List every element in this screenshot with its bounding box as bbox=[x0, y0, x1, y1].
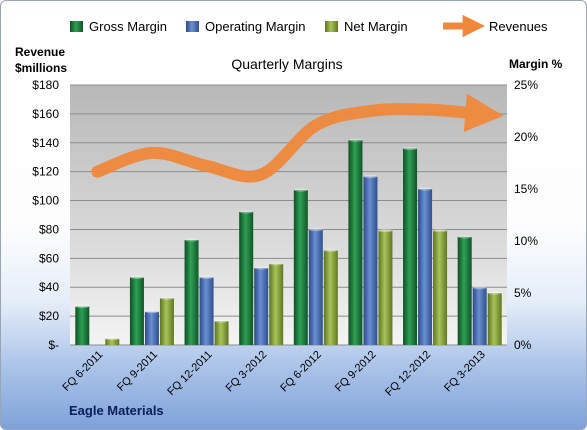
left-tick-label: $160 bbox=[32, 107, 59, 121]
right-tick-label: 25% bbox=[514, 78, 538, 92]
left-tick-label: $80 bbox=[39, 222, 59, 236]
x-tick-label: FQ 6-2011 bbox=[60, 349, 105, 394]
bar-gross-margin bbox=[239, 211, 254, 345]
right-tick-label: 0% bbox=[514, 338, 532, 352]
bar-gross-margin bbox=[184, 239, 199, 345]
legend-label-net-margin: Net Margin bbox=[344, 19, 408, 34]
bar-gross-margin-top bbox=[457, 235, 472, 239]
legend-swatch-gross-margin bbox=[70, 21, 83, 32]
chart-title: Quarterly Margins bbox=[231, 56, 342, 72]
revenues-line bbox=[91, 93, 504, 183]
bar-gross-margin bbox=[75, 306, 90, 345]
bar-operating-margin bbox=[363, 176, 378, 345]
left-tick-label: $40 bbox=[39, 280, 59, 294]
legend: Gross Margin Operating Margin Net Margin… bbox=[70, 14, 548, 38]
left-axis-title-line1: Revenue bbox=[15, 45, 65, 59]
left-tick-label: $180 bbox=[32, 78, 59, 92]
right-tick-label: 10% bbox=[514, 234, 538, 248]
bar-operating-margin-top bbox=[199, 275, 214, 279]
x-tick-label: FQ 3-2012 bbox=[224, 349, 270, 395]
bar-operating-margin-top bbox=[472, 286, 487, 290]
bar-gross-margin-top bbox=[403, 146, 418, 151]
legend-label-operating-margin: Operating Margin bbox=[205, 19, 305, 34]
bar-net-margin-top bbox=[105, 337, 120, 341]
bar-net-margin bbox=[323, 250, 338, 345]
bar-gross-margin-top bbox=[75, 304, 90, 309]
left-axis-title-line2: $millions bbox=[15, 61, 67, 75]
bar-operating-margin bbox=[308, 229, 323, 345]
bar-net-margin-top bbox=[323, 248, 338, 252]
bar-gross-margin bbox=[348, 140, 363, 345]
bar-net-margin-top bbox=[269, 262, 284, 266]
bar-net-margin bbox=[159, 298, 174, 345]
left-tick-label: $140 bbox=[32, 136, 59, 150]
bar-gross-margin-top bbox=[184, 238, 199, 242]
left-tick-label: $100 bbox=[32, 194, 59, 208]
bar-net-margin bbox=[269, 263, 284, 345]
bar-gross-margin bbox=[129, 277, 144, 345]
bar-net-margin bbox=[433, 230, 448, 345]
x-tick-label: FQ 12-2011 bbox=[165, 349, 214, 398]
bar-operating-margin-top bbox=[418, 187, 433, 191]
bar-gross-margin-top bbox=[348, 138, 363, 142]
x-tick-label: FQ 9-2012 bbox=[333, 349, 379, 395]
bar-net-margin-top bbox=[214, 319, 229, 323]
right-tick-label: 15% bbox=[514, 182, 538, 196]
bar-operating-margin bbox=[418, 189, 433, 345]
legend-label-revenues: Revenues bbox=[489, 19, 548, 34]
bar-gross-margin bbox=[293, 190, 308, 345]
left-tick-label: $60 bbox=[39, 251, 59, 265]
bar-net-margin-top bbox=[433, 229, 448, 233]
bar-operating-margin-top bbox=[363, 174, 378, 179]
bar-gross-margin bbox=[457, 236, 472, 345]
right-tick-label: 5% bbox=[514, 286, 532, 300]
left-tick-label: $120 bbox=[32, 165, 59, 179]
x-tick-label: FQ 12-2012 bbox=[383, 349, 433, 399]
bar-net-margin bbox=[105, 338, 120, 345]
bar-net-margin bbox=[378, 230, 393, 345]
bar-gross-margin bbox=[403, 148, 418, 345]
bar-net-margin-top bbox=[378, 229, 393, 233]
legend-label-gross-margin: Gross Margin bbox=[89, 19, 167, 34]
left-tick-label: $- bbox=[48, 338, 59, 352]
bar-operating-margin bbox=[254, 268, 269, 345]
x-tick-label: FQ 9-2011 bbox=[115, 349, 160, 394]
bar-operating-margin bbox=[144, 311, 159, 345]
legend-swatch-net-margin bbox=[325, 21, 338, 32]
bar-net-margin-top bbox=[487, 291, 502, 295]
bar-operating-margin-top bbox=[308, 227, 323, 232]
bar-net-margin-top bbox=[159, 296, 174, 300]
bar-net-margin bbox=[214, 321, 229, 345]
right-tick-label: 20% bbox=[514, 130, 538, 144]
bar-net-margin bbox=[487, 293, 502, 345]
bar-gross-margin-top bbox=[293, 188, 308, 192]
left-tick-label: $20 bbox=[39, 309, 59, 323]
x-tick-label: FQ 3-2013 bbox=[442, 349, 488, 395]
x-tick-label: FQ 6-2012 bbox=[278, 349, 324, 395]
right-axis-title: Margin % bbox=[509, 57, 563, 71]
bar-operating-margin bbox=[199, 277, 214, 345]
company-label: Eagle Materials bbox=[69, 403, 164, 418]
bar-gross-margin-top bbox=[239, 210, 254, 214]
bar-gross-margin-top bbox=[129, 275, 144, 279]
bar-operating-margin-top bbox=[144, 310, 159, 314]
bar-operating-margin bbox=[472, 287, 487, 345]
bar-operating-margin-top bbox=[254, 266, 269, 270]
legend-swatch-operating-margin bbox=[186, 21, 199, 32]
